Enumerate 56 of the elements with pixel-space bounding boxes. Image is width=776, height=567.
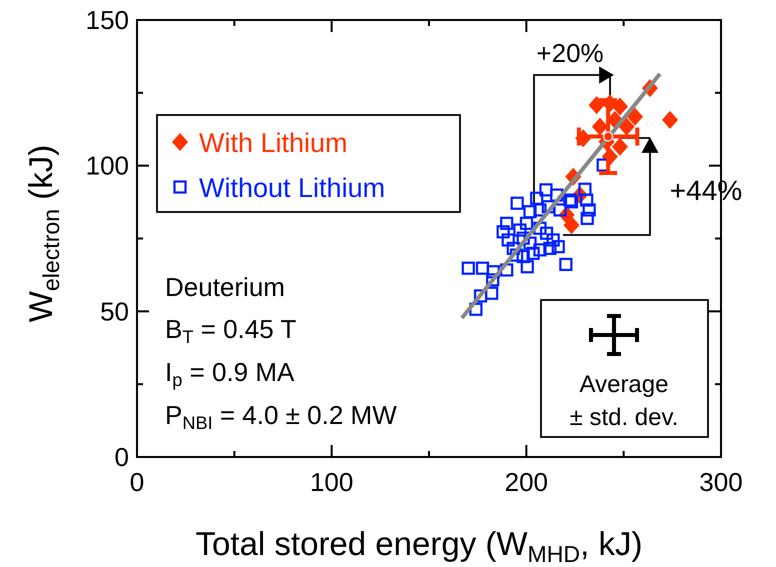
legend-label: With Lithium bbox=[199, 128, 348, 158]
annotation: ± std. dev. bbox=[570, 404, 678, 431]
legend-label: Without Lithium bbox=[199, 173, 386, 203]
point bbox=[592, 118, 608, 136]
point bbox=[539, 183, 553, 196]
annotation: I$_{p}$ = 0.9 MA bbox=[165, 357, 296, 390]
point bbox=[533, 243, 547, 256]
x-tick-label: 200 bbox=[504, 467, 548, 497]
x-axis-title: Total stored energy (W$_{MHD}$, kJ) bbox=[196, 525, 642, 567]
point bbox=[486, 273, 500, 286]
point bbox=[526, 246, 540, 260]
point bbox=[462, 262, 475, 275]
point bbox=[533, 222, 547, 235]
point bbox=[540, 226, 554, 240]
x-tick-label: 300 bbox=[699, 467, 743, 497]
point bbox=[626, 108, 643, 126]
point bbox=[520, 260, 534, 274]
point bbox=[496, 225, 510, 238]
point bbox=[523, 205, 537, 218]
point bbox=[500, 263, 514, 277]
point bbox=[546, 233, 560, 247]
point bbox=[485, 286, 498, 300]
point bbox=[563, 216, 580, 234]
point bbox=[588, 96, 605, 114]
point bbox=[612, 98, 628, 116]
point bbox=[662, 110, 678, 129]
point bbox=[533, 203, 547, 217]
point bbox=[553, 203, 567, 217]
point bbox=[612, 138, 628, 156]
y-tick-label: 150 bbox=[86, 5, 129, 35]
y-tick-label: 0 bbox=[114, 442, 129, 472]
annotation: P$_{NBI}$ = 4.0 ± 0.2 MW bbox=[165, 400, 398, 434]
point bbox=[520, 216, 534, 230]
y-tick-label: 50 bbox=[100, 296, 129, 326]
point bbox=[602, 131, 614, 142]
point bbox=[510, 196, 524, 210]
annotation: B$_{T}$ = 0.45 T bbox=[165, 314, 296, 348]
point bbox=[580, 212, 594, 225]
point bbox=[552, 240, 565, 254]
point bbox=[618, 118, 635, 136]
y-tick-label: 100 bbox=[86, 150, 129, 181]
point bbox=[543, 242, 556, 256]
point bbox=[474, 289, 488, 302]
annotation: Deuterium bbox=[165, 272, 285, 302]
annotation: +20% bbox=[536, 38, 604, 68]
x-tick-label: 100 bbox=[310, 467, 354, 497]
point bbox=[559, 258, 572, 272]
point bbox=[500, 216, 514, 230]
point bbox=[502, 233, 515, 247]
point bbox=[469, 302, 483, 316]
annotation: Average bbox=[580, 371, 668, 398]
point bbox=[582, 203, 596, 217]
point bbox=[476, 262, 490, 275]
point bbox=[513, 223, 527, 237]
point bbox=[530, 192, 544, 205]
point bbox=[523, 236, 537, 250]
